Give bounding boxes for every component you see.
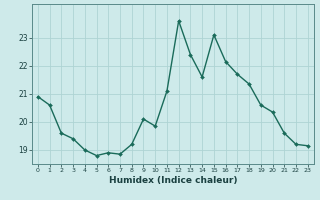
X-axis label: Humidex (Indice chaleur): Humidex (Indice chaleur)	[108, 176, 237, 185]
